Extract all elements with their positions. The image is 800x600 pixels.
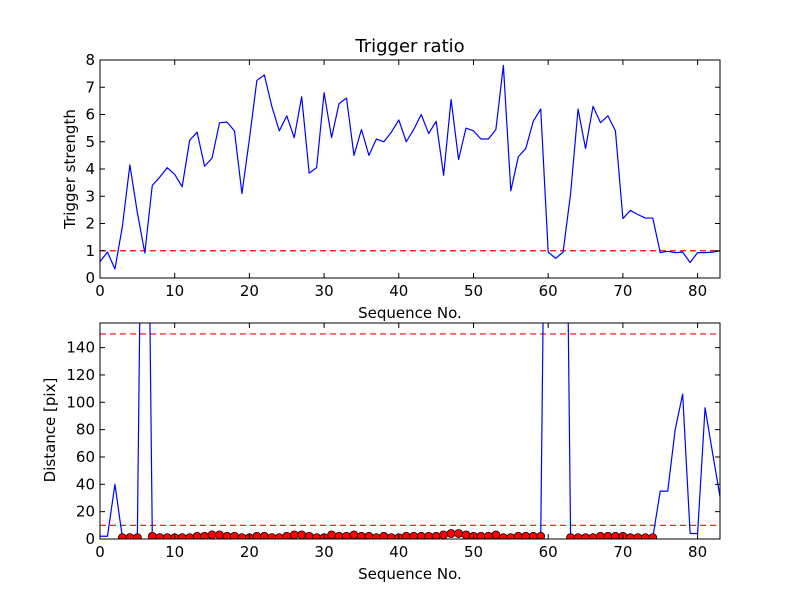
y-tick-label: 140	[66, 339, 95, 357]
data-point-marker	[461, 530, 471, 539]
axes-frame	[99, 322, 721, 540]
x-tick-label: 0	[95, 543, 105, 561]
data-point-marker	[215, 530, 224, 539]
x-tick-label: 20	[240, 282, 259, 300]
data-point-marker	[289, 530, 299, 539]
data-point-marker	[648, 533, 658, 539]
y-tick-label: 20	[76, 503, 95, 521]
y-tick-label: 3	[85, 187, 95, 205]
x-tick-label: 0	[95, 282, 105, 300]
data-point-marker	[439, 530, 449, 539]
data-point-marker	[349, 530, 359, 539]
chart-title: Trigger ratio	[354, 36, 464, 57]
x-tick-label: 30	[315, 543, 334, 561]
y-tick-label: 4	[85, 160, 95, 178]
x-axis-label: Sequence No.	[358, 304, 462, 322]
data-point-marker	[491, 530, 501, 539]
x-tick-label: 70	[613, 543, 632, 561]
x-tick-label: 10	[165, 543, 184, 561]
y-axis-label: Distance [pix]	[41, 378, 59, 483]
x-axis-label: Sequence No.	[358, 565, 462, 583]
data-point-marker	[454, 529, 463, 538]
x-tick-label: 50	[464, 543, 483, 561]
y-tick-label: 8	[85, 51, 95, 69]
data-point-marker	[297, 530, 307, 539]
x-tick-label: 80	[688, 282, 707, 300]
y-tick-label: 60	[76, 448, 95, 466]
x-tick-label: 60	[539, 282, 558, 300]
x-tick-label: 50	[464, 282, 483, 300]
x-tick-label: 80	[688, 543, 707, 561]
y-tick-label: 5	[85, 133, 95, 151]
x-tick-label: 10	[165, 282, 184, 300]
y-tick-label: 2	[85, 215, 95, 233]
y-tick-label: 6	[85, 106, 95, 124]
x-tick-label: 40	[389, 282, 408, 300]
y-tick-label: 120	[66, 366, 95, 384]
y-tick-label: 80	[76, 421, 95, 439]
y-tick-label: 40	[76, 475, 95, 493]
data-point-marker	[536, 531, 546, 539]
trigger-ratio-panel: Trigger ratio Sequence No. Trigger stren…	[61, 36, 721, 322]
x-tick-label: 70	[613, 282, 632, 300]
data-point-marker	[327, 530, 336, 539]
distance-panel: Sequence No. Distance [pix] 0 10 20 30 40 50 6…	[41, 322, 721, 583]
plot-area	[100, 64, 720, 270]
data-point-marker	[207, 530, 217, 539]
y-tick-label: 7	[85, 78, 95, 96]
plot-area	[100, 323, 720, 539]
series-line	[100, 64, 720, 270]
x-tick-label: 20	[240, 543, 259, 561]
y-axis-label: Trigger strength	[61, 109, 79, 230]
y-tick-label: 100	[66, 393, 95, 411]
x-tick-label: 40	[389, 543, 408, 561]
x-tick-label: 60	[539, 543, 558, 561]
x-tick-label: 30	[315, 282, 334, 300]
y-tick-label: 0	[85, 530, 95, 548]
data-point-marker	[446, 529, 456, 538]
y-tick-label: 1	[85, 242, 95, 260]
y-tick-label: 0	[85, 269, 95, 287]
data-point-marker	[132, 533, 142, 539]
